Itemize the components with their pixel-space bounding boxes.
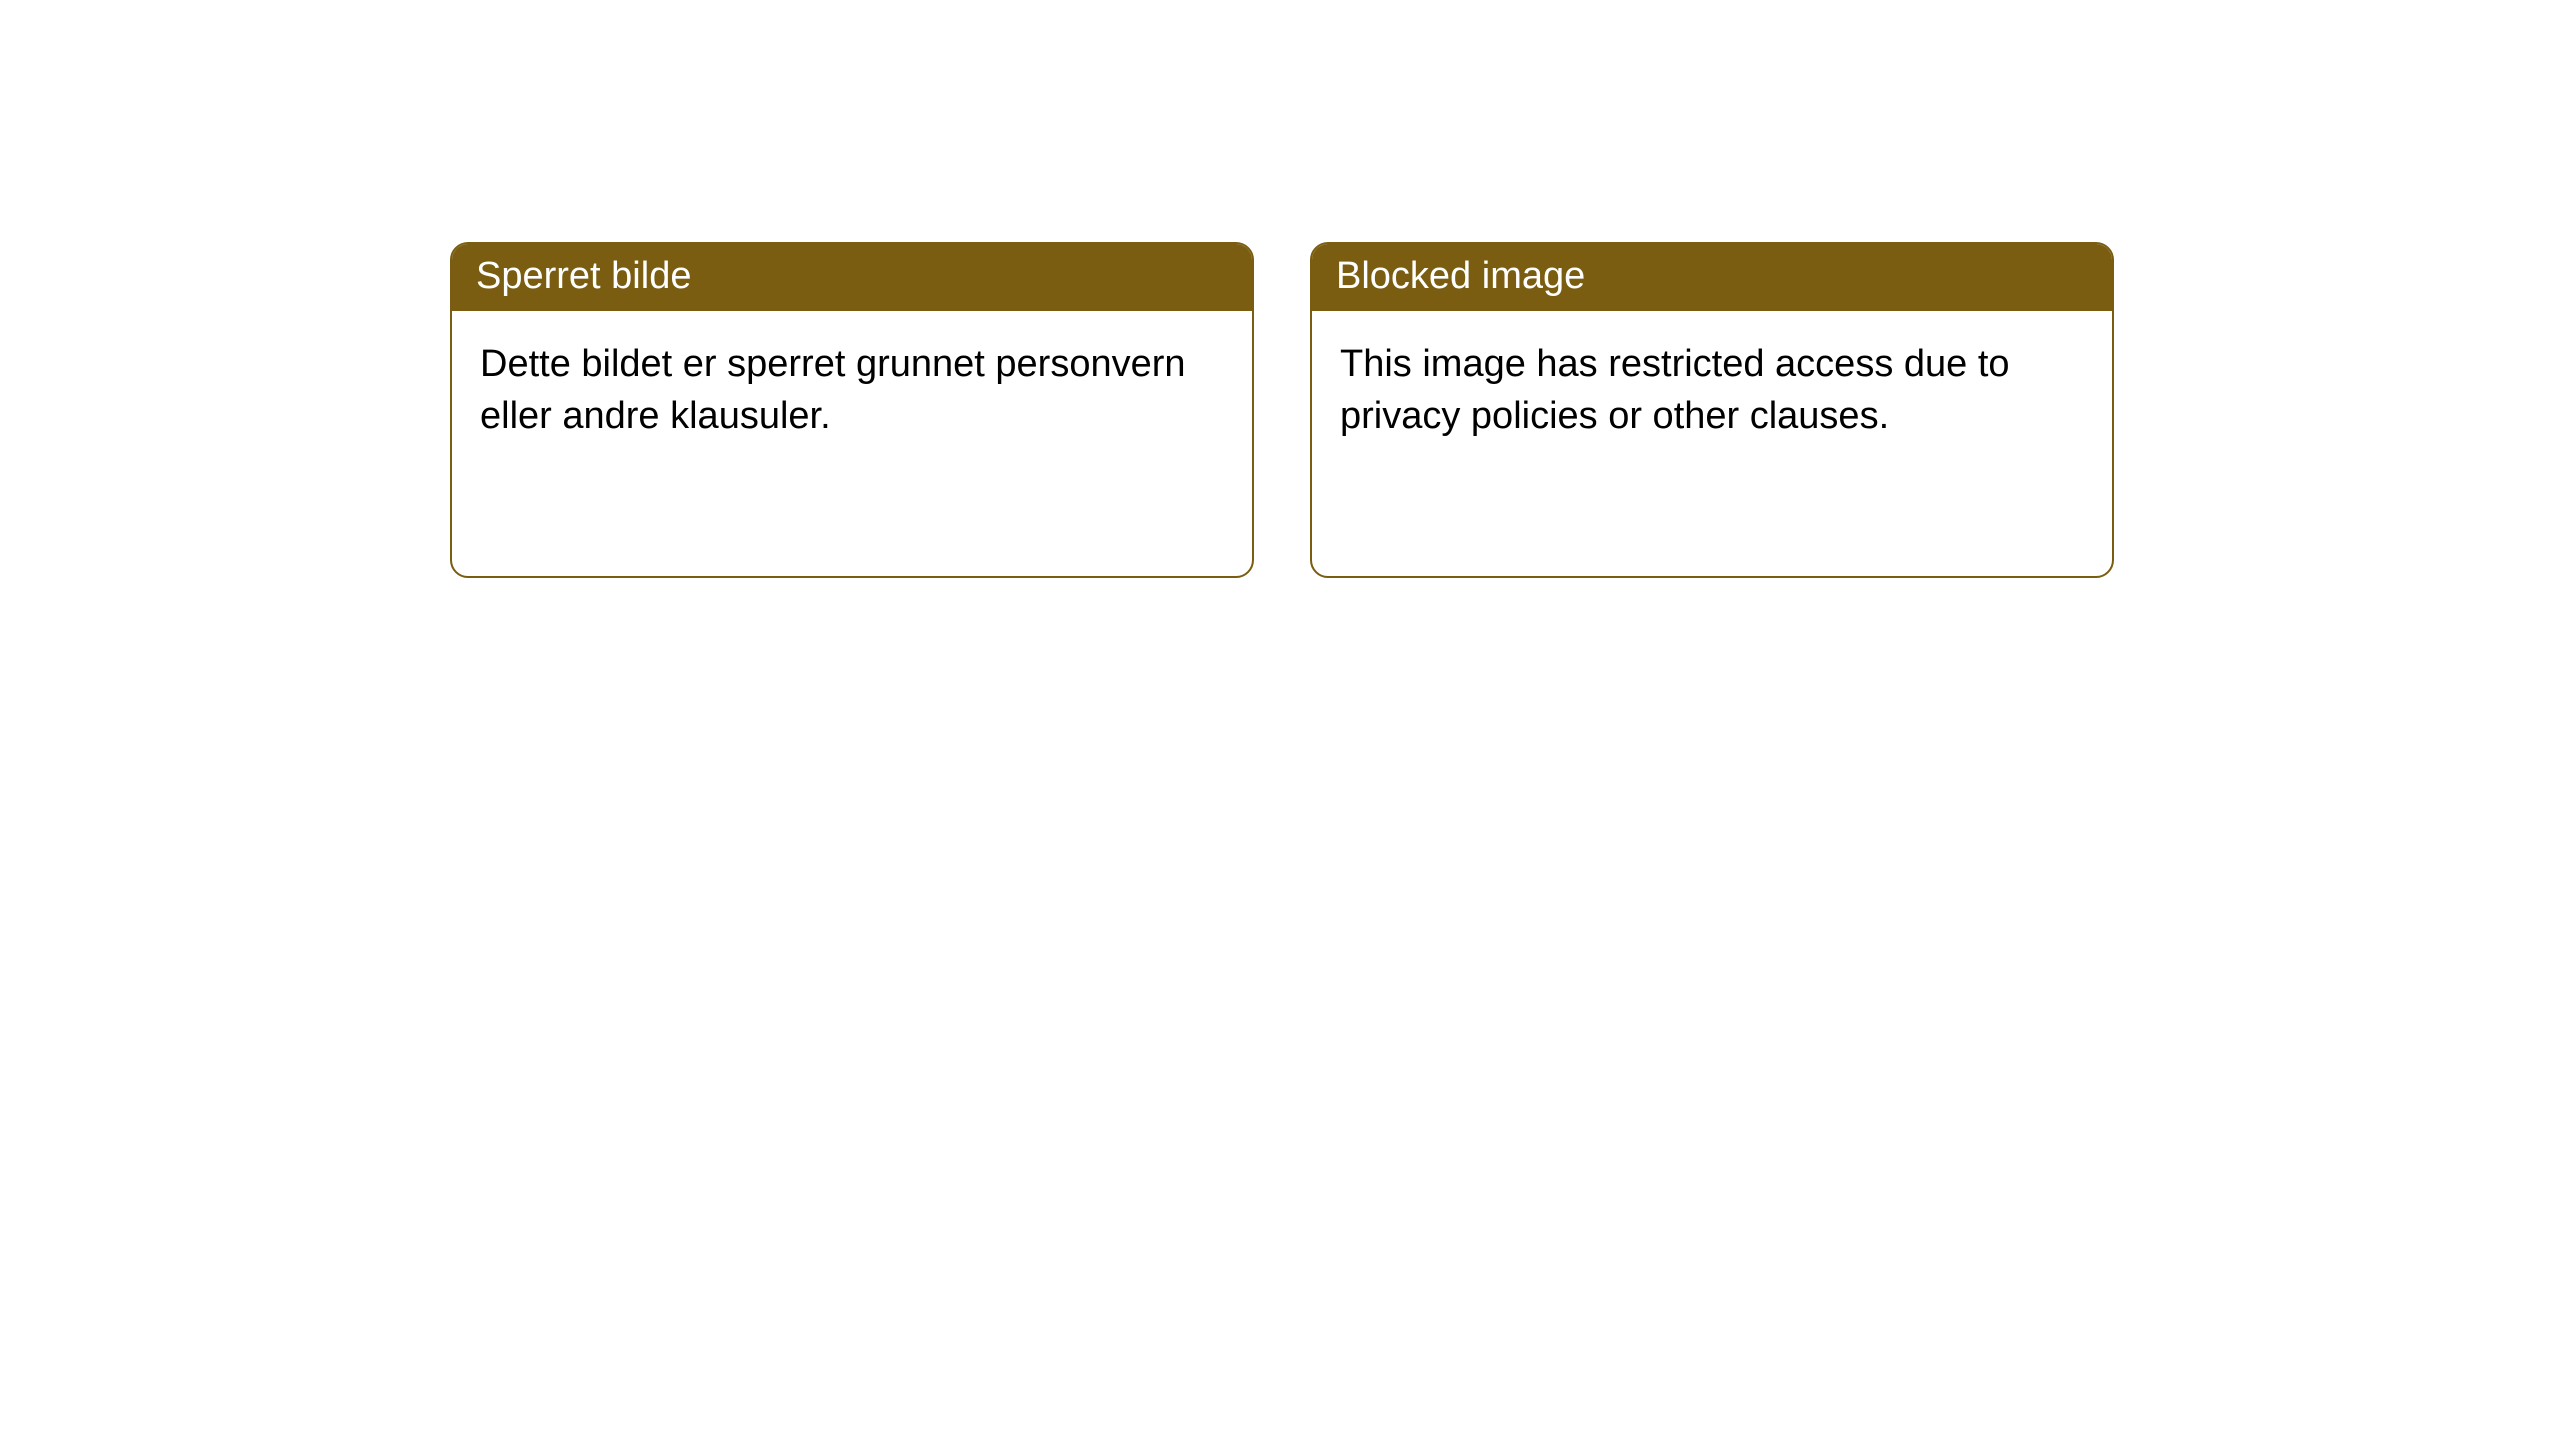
notice-container: Sperret bilde Dette bildet er sperret gr… [0, 0, 2560, 578]
notice-body: This image has restricted access due to … [1312, 311, 2112, 470]
notice-card-english: Blocked image This image has restricted … [1310, 242, 2114, 578]
notice-card-norwegian: Sperret bilde Dette bildet er sperret gr… [450, 242, 1254, 578]
notice-header: Sperret bilde [452, 244, 1252, 311]
notice-body: Dette bildet er sperret grunnet personve… [452, 311, 1252, 470]
notice-header: Blocked image [1312, 244, 2112, 311]
